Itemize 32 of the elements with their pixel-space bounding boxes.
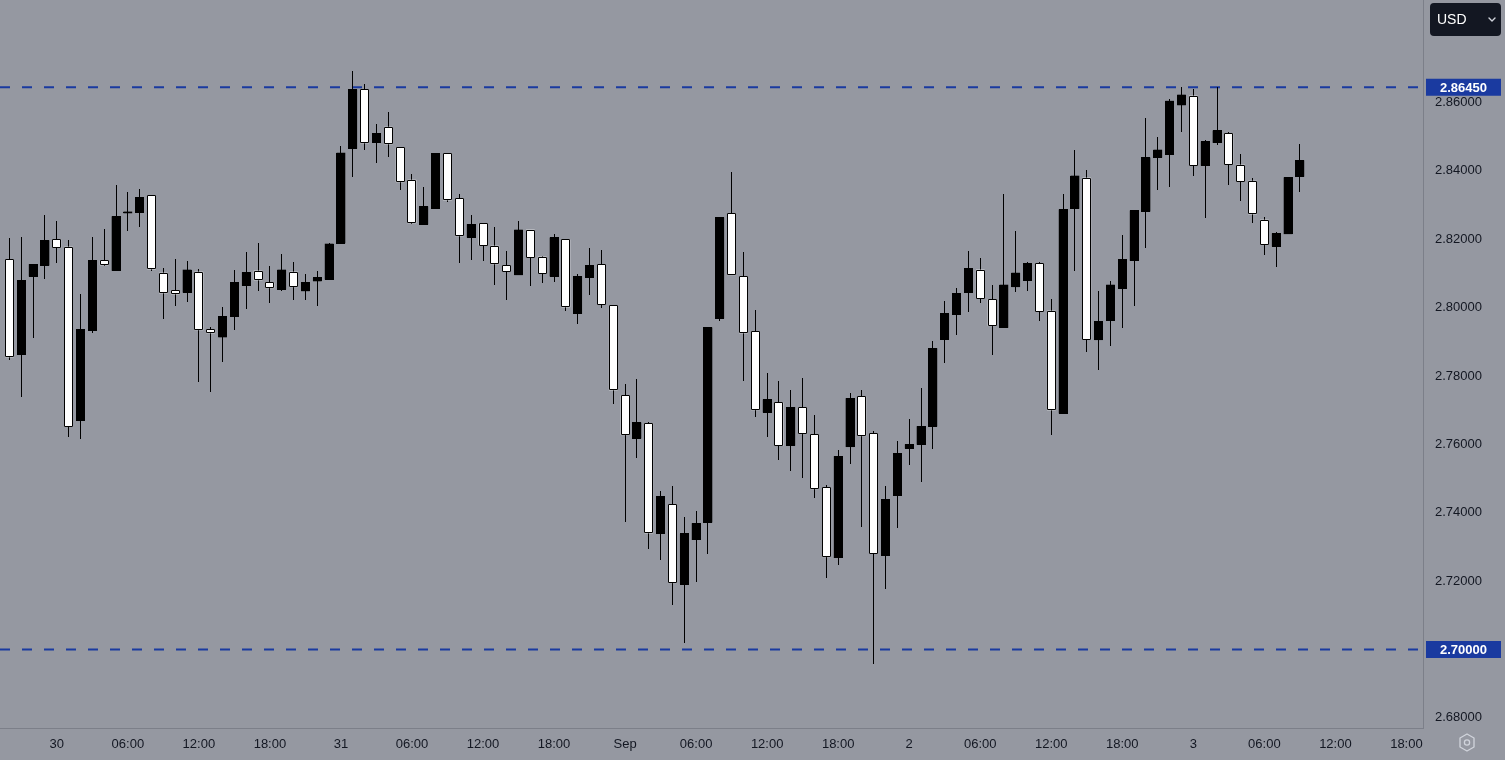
x-tick-label: 18:00	[1390, 736, 1423, 752]
x-tick-label: 12:00	[1034, 736, 1068, 752]
x-tick-label: 31	[333, 736, 349, 752]
x-tick-label: 06:00	[1248, 736, 1281, 752]
x-tick-label: 18:00	[537, 736, 571, 752]
y-tick-label: 2.82000	[1435, 230, 1482, 246]
y-tick-label: 2.74000	[1435, 504, 1482, 520]
currency-dropdown: USD	[1430, 3, 1501, 36]
x-tick-label: 12:00	[1319, 736, 1352, 752]
x-tick-label: 06:00	[963, 736, 997, 752]
ref-line-label: 2.70000	[1440, 641, 1487, 657]
ref-line-label: 2.86450	[1440, 79, 1487, 95]
x-tick-label: 18:00	[253, 736, 287, 752]
y-tick-label: 2.86000	[1435, 94, 1482, 110]
x-tick-label: 06:00	[111, 736, 145, 752]
x-tick-label: Sep	[613, 736, 637, 752]
x-tick-label: 12:00	[466, 736, 500, 752]
y-tick-label: 2.78000	[1435, 367, 1482, 383]
x-tick-label: 3	[1189, 736, 1197, 752]
x-tick-label: 2	[905, 736, 913, 752]
y-tick-label: 2.84000	[1435, 162, 1482, 178]
x-tick-label: 18:00	[821, 736, 855, 752]
y-tick-label: 2.76000	[1435, 435, 1482, 451]
x-tick-label: 06:00	[679, 736, 713, 752]
x-tick-label: 06:00	[395, 736, 429, 752]
x-tick-label: 12:00	[182, 736, 216, 752]
y-tick-label: 2.80000	[1435, 299, 1482, 315]
y-tick-label: 2.68000	[1435, 709, 1482, 725]
x-tick-label: 30	[49, 736, 65, 752]
y-tick-label: 2.72000	[1435, 572, 1482, 588]
x-tick-label: 12:00	[750, 736, 784, 752]
x-tick-label: 18:00	[1106, 736, 1139, 752]
